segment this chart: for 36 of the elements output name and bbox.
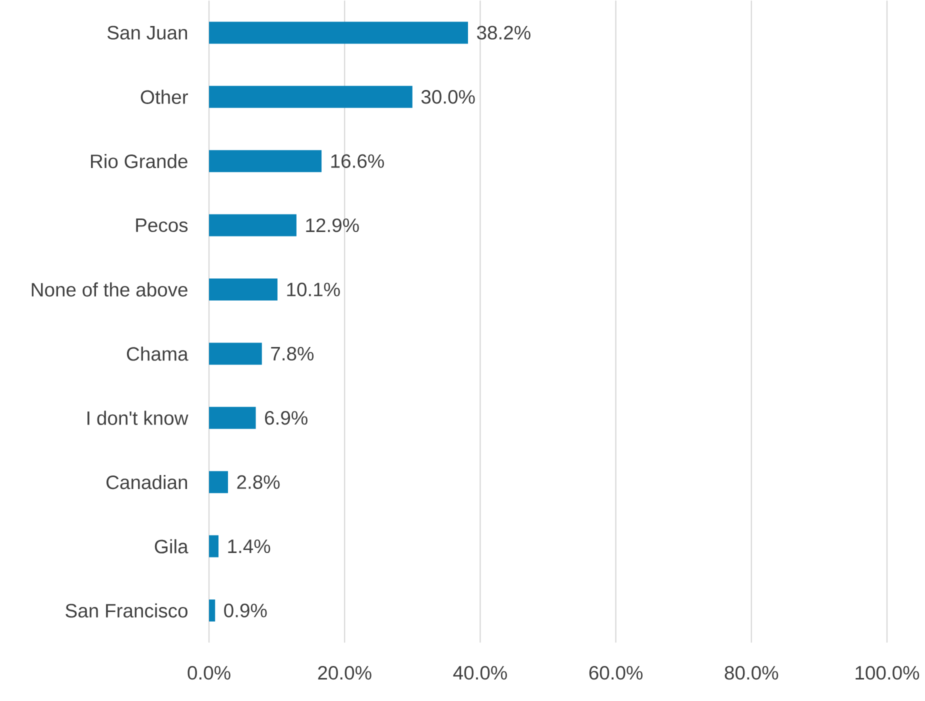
y-tick-label: Gila [154, 539, 188, 554]
bar [209, 471, 228, 494]
bar [209, 86, 412, 108]
x-tick-label: 80.0% [724, 666, 778, 680]
data-label: 38.2% [476, 26, 530, 40]
bar [209, 342, 262, 365]
y-tick-label: Canadian [106, 475, 188, 490]
y-tick-label: Other [140, 90, 188, 104]
y-tick-label: Rio Grande [91, 154, 188, 168]
data-label: 12.9% [306, 218, 359, 232]
data-label: 30.0% [421, 90, 475, 104]
data-label: 10.1% [287, 282, 340, 297]
y-tick-label: I don't know [88, 411, 188, 426]
x-tick-label: 100.0% [856, 666, 920, 680]
bar [209, 600, 216, 622]
y-tick-label: None of the above [32, 282, 188, 297]
x-tick-label: 20.0% [318, 666, 372, 680]
y-tick-label: Pecos [136, 218, 188, 232]
bar [209, 214, 296, 236]
x-tick-label: 60.0% [589, 666, 643, 680]
x-tick-label: 0.0% [188, 666, 230, 680]
y-tick-label: San Juan [107, 26, 188, 40]
y-tick-label: Chama [126, 346, 188, 361]
data-label: 16.6% [331, 154, 384, 168]
bar [209, 150, 322, 172]
bar [209, 536, 218, 558]
data-label: 1.4% [228, 540, 270, 554]
y-tick-label: San Francisco [66, 604, 188, 618]
data-label: 6.9% [265, 411, 308, 425]
bar [209, 278, 278, 301]
data-label: 7.8% [271, 347, 314, 361]
x-tick-label: 40.0% [453, 666, 507, 680]
bar [209, 407, 256, 430]
data-label: 0.9% [224, 604, 267, 618]
bar [209, 22, 468, 44]
data-label: 2.8% [237, 475, 280, 490]
